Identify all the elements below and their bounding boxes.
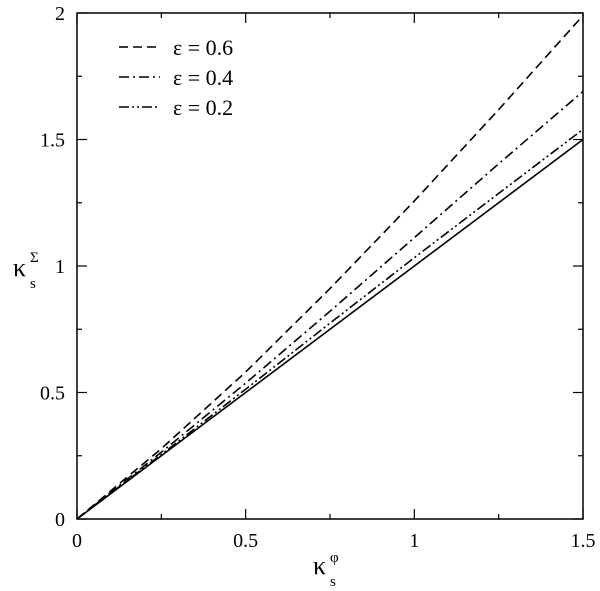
y-tick-label: 0 (55, 509, 65, 531)
y-axis-label-superscript: Σ (30, 250, 39, 266)
x-tick-label: 1.5 (571, 530, 596, 552)
y-tick-label: 2 (55, 3, 65, 25)
y-axis-label-subscript: s (30, 276, 36, 292)
legend-label: ε = 0.4 (173, 65, 233, 90)
x-tick-label: 1 (409, 530, 419, 552)
legend-label: ε = 0.2 (173, 95, 233, 120)
series-line-solid (76, 138, 584, 520)
series-line-dash-dot-dot (76, 128, 584, 520)
series-line-dashed (76, 14, 584, 520)
x-axis-label: κ (313, 551, 326, 580)
series-line-dash-dot (76, 90, 584, 520)
x-tick-label: 0 (72, 530, 82, 552)
x-axis-label-subscript: s (330, 574, 336, 590)
y-axis-label: κ (13, 253, 26, 282)
x-tick-label: 0.5 (233, 530, 258, 552)
y-tick-label: 1 (55, 256, 65, 278)
y-tick-label: 1.5 (40, 130, 65, 152)
y-tick-label: 0.5 (40, 383, 65, 405)
plot-frame (76, 12, 584, 520)
x-axis-label-superscript: φ (330, 550, 339, 566)
legend-label: ε = 0.6 (173, 35, 233, 60)
